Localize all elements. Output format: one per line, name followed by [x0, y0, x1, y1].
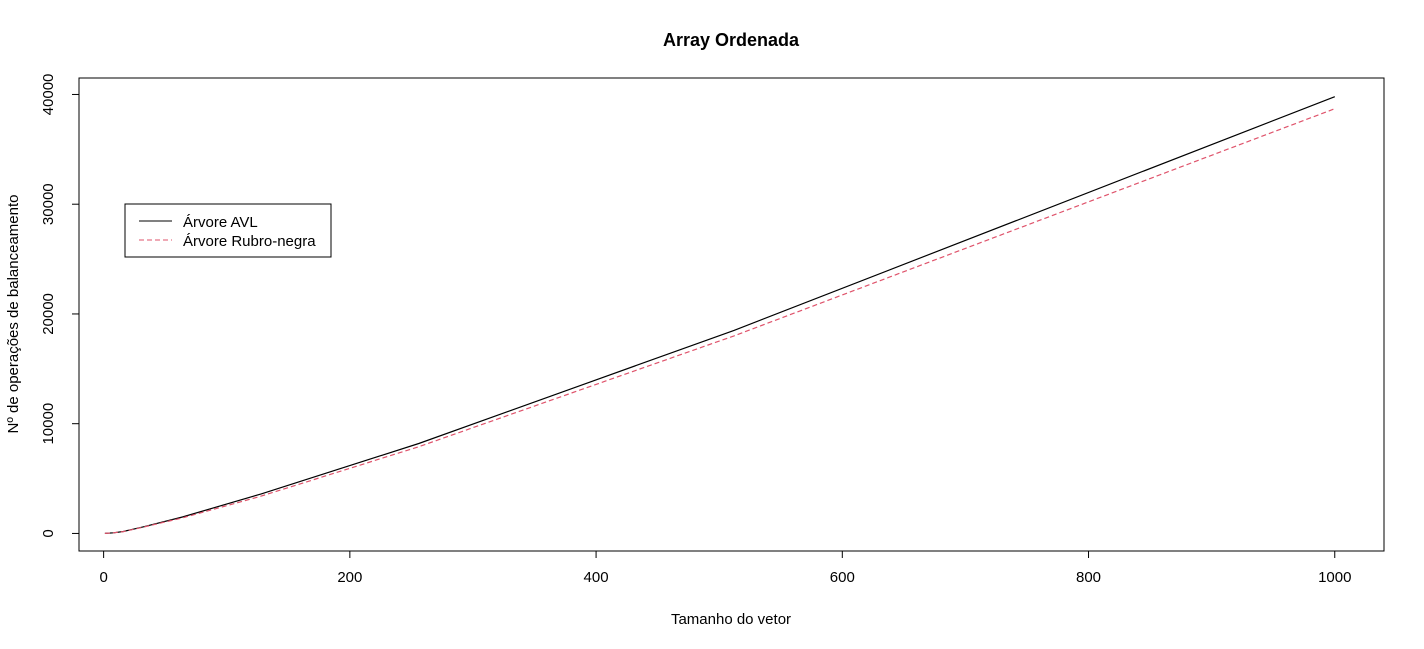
plot-frame [78, 77, 1385, 552]
legend: Árvore AVL Árvore Rubro-negra [124, 203, 332, 258]
series-line-0 [104, 96, 1336, 534]
x-tick-label: 200 [337, 569, 362, 586]
y-axis-label: Nº de operações de balanceamento [5, 195, 22, 434]
x-tick-label: 400 [584, 569, 609, 586]
y-axis: 0 10000 20000 30000 40000 [40, 74, 80, 538]
x-tick-label: 1000 [1318, 569, 1351, 586]
series-layer [104, 96, 1336, 534]
series-line-1 [104, 108, 1336, 534]
x-tick-label: 600 [830, 569, 855, 586]
legend-label-rubro-negra: Árvore Rubro-negra [183, 233, 316, 250]
y-tick-label: 0 [40, 529, 57, 537]
x-axis-label: Tamanho do vetor [671, 611, 791, 628]
legend-box [124, 203, 332, 258]
y-tick-label: 10000 [40, 403, 57, 445]
x-tick-label: 800 [1076, 569, 1101, 586]
x-axis: 0 200 400 600 800 1000 [99, 550, 1351, 586]
y-tick-label: 40000 [40, 74, 57, 116]
chart-title: Array Ordenada [663, 30, 800, 50]
legend-label-avl: Árvore AVL [183, 214, 258, 231]
y-tick-label: 20000 [40, 293, 57, 335]
y-tick-label: 30000 [40, 183, 57, 225]
x-tick-label: 0 [99, 569, 107, 586]
